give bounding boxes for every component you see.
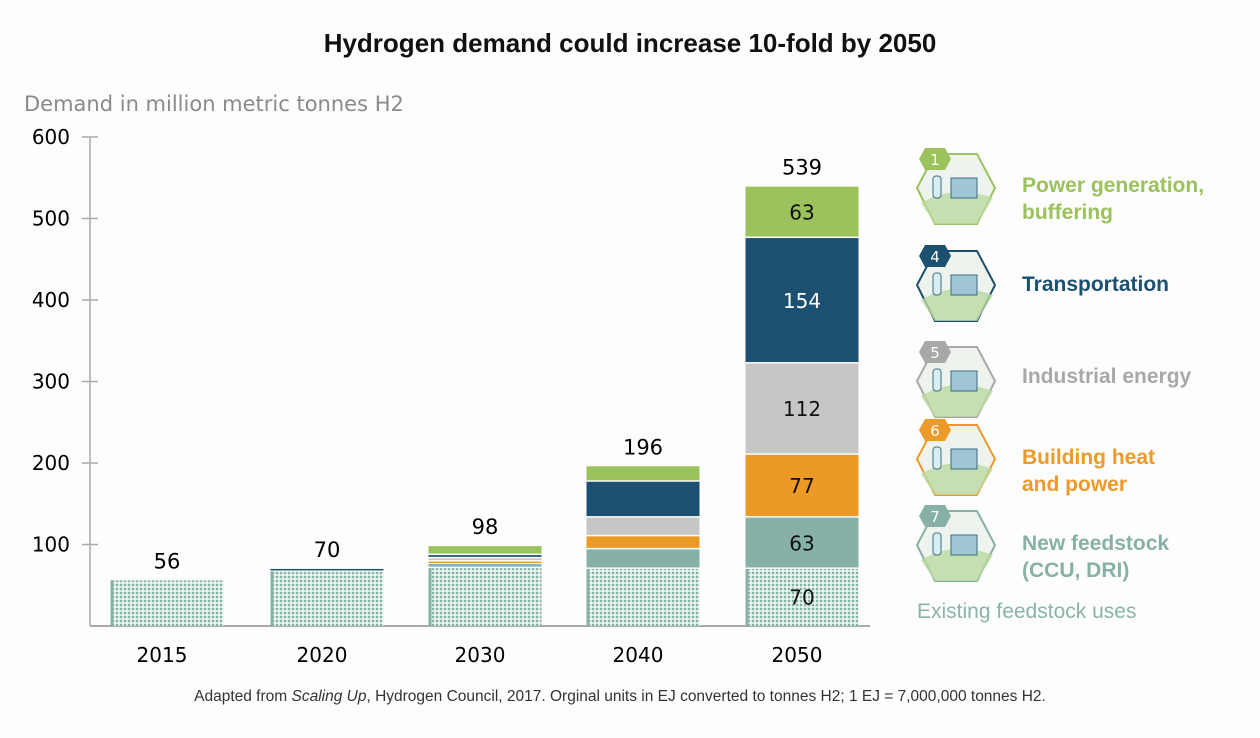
factory-icon: 5 — [915, 341, 997, 421]
legend-label-line: Transportation — [1022, 273, 1170, 296]
bar-segment-transportation — [270, 568, 384, 571]
y-tick-label: 200 — [32, 451, 70, 475]
total-label: 70 — [314, 538, 341, 562]
data-label: 112 — [783, 397, 821, 421]
legend-label: Power generation, buffering — [1022, 172, 1204, 226]
legend-label-line: New feedstock — [1022, 532, 1170, 555]
bar-segment-existing-feedstock-uses — [586, 568, 700, 626]
bar-segment-new-feedstock-ccu-dri- — [428, 564, 542, 567]
svg-text:5: 5 — [930, 344, 940, 362]
y-axis-label: Demand in million metric tonnes H2 — [24, 92, 404, 116]
bar-segment-power-generation-buffering — [745, 186, 859, 237]
data-label: 70 — [789, 585, 814, 609]
legend-label: Building heat and power — [1022, 444, 1155, 498]
y-tick-label: 100 — [32, 533, 70, 557]
data-label: 77 — [789, 474, 814, 498]
legend-label-line: Power generation, — [1022, 174, 1205, 197]
bar-segment-power-generation-buffering — [428, 546, 542, 554]
footnote-text-2: , Hydrogen Council, 2017. Orginal units … — [366, 688, 1046, 705]
wind-electrolyser-icon: 1 — [915, 148, 997, 228]
total-label: 539 — [782, 156, 822, 180]
svg-text:1: 1 — [930, 151, 940, 169]
bar-segment-edge — [110, 580, 114, 626]
bar-segment-building-heat-and-power — [428, 561, 542, 564]
bar-segment-transportation — [428, 555, 542, 557]
feedstock-plant-icon: 7 — [915, 505, 997, 585]
fuel-station-icon: 4 — [915, 245, 997, 325]
bar-segment-industrial-energy — [745, 363, 859, 454]
total-label: 56 — [154, 549, 181, 573]
footnote-source-title: Scaling Up — [291, 688, 367, 705]
footnote-text: Adapted from — [194, 688, 292, 705]
building-chp-icon: 6 — [915, 419, 997, 499]
svg-text:6: 6 — [930, 422, 940, 440]
bar-segment-existing-feedstock-uses — [745, 568, 859, 626]
bar-segment-transportation — [745, 238, 859, 363]
footnote: Adapted from Scaling Up, Hydrogen Counci… — [0, 688, 1240, 706]
bar-segment-building-heat-and-power — [745, 454, 859, 517]
total-label: 98 — [472, 515, 499, 539]
bar-segment-existing-feedstock-uses — [110, 580, 224, 626]
data-label: 63 — [789, 531, 814, 555]
bar-segment-edge — [270, 571, 274, 626]
legend-label: New feedstock (CCU, DRI) — [1022, 530, 1169, 584]
x-tick-label: 2030 — [455, 643, 506, 667]
bar-segment-edge — [586, 568, 590, 626]
legend-label-line: buffering — [1022, 201, 1113, 224]
total-label: 196 — [623, 435, 663, 459]
bar-segment-industrial-energy — [586, 517, 700, 535]
data-label: 63 — [789, 200, 814, 224]
bar-segment-edge — [428, 568, 432, 626]
y-tick-label: 300 — [32, 370, 70, 394]
bar-segment-new-feedstock-ccu-dri- — [745, 517, 859, 568]
legend-label-line: and power — [1022, 473, 1128, 496]
bar-segment-existing-feedstock-uses — [428, 568, 542, 626]
legend-label-line: Industrial energy — [1022, 365, 1192, 388]
x-tick-label: 2020 — [297, 643, 348, 667]
chart-title: Hydrogen demand could increase 10-fold b… — [323, 28, 937, 58]
x-tick-label: 2015 — [137, 643, 188, 667]
legend-label: Transportation — [1022, 271, 1169, 298]
bar-segment-power-generation-buffering — [586, 466, 700, 481]
y-tick-label: 600 — [32, 125, 70, 149]
x-tick-label: 2050 — [772, 643, 823, 667]
bar-segment-transportation — [586, 481, 700, 517]
bar-segment-building-heat-and-power — [586, 536, 700, 548]
legend-existing-feedstock: Existing feedstock uses — [917, 600, 1137, 623]
y-tick-label: 500 — [32, 207, 70, 231]
svg-text:7: 7 — [930, 508, 940, 526]
bar-segment-existing-feedstock-uses — [270, 571, 384, 626]
legend-label-line: (CCU, DRI) — [1022, 559, 1130, 582]
bar-segment-edge — [745, 568, 749, 626]
y-tick-label: 400 — [32, 288, 70, 312]
bar-segment-new-feedstock-ccu-dri- — [586, 549, 700, 568]
data-label: 154 — [783, 289, 821, 313]
legend-label: Industrial energy — [1022, 363, 1191, 390]
bar-segment-industrial-energy — [428, 558, 542, 561]
x-tick-label: 2040 — [613, 643, 664, 667]
svg-text:4: 4 — [930, 248, 940, 266]
legend-label-line: Building heat — [1022, 446, 1155, 469]
